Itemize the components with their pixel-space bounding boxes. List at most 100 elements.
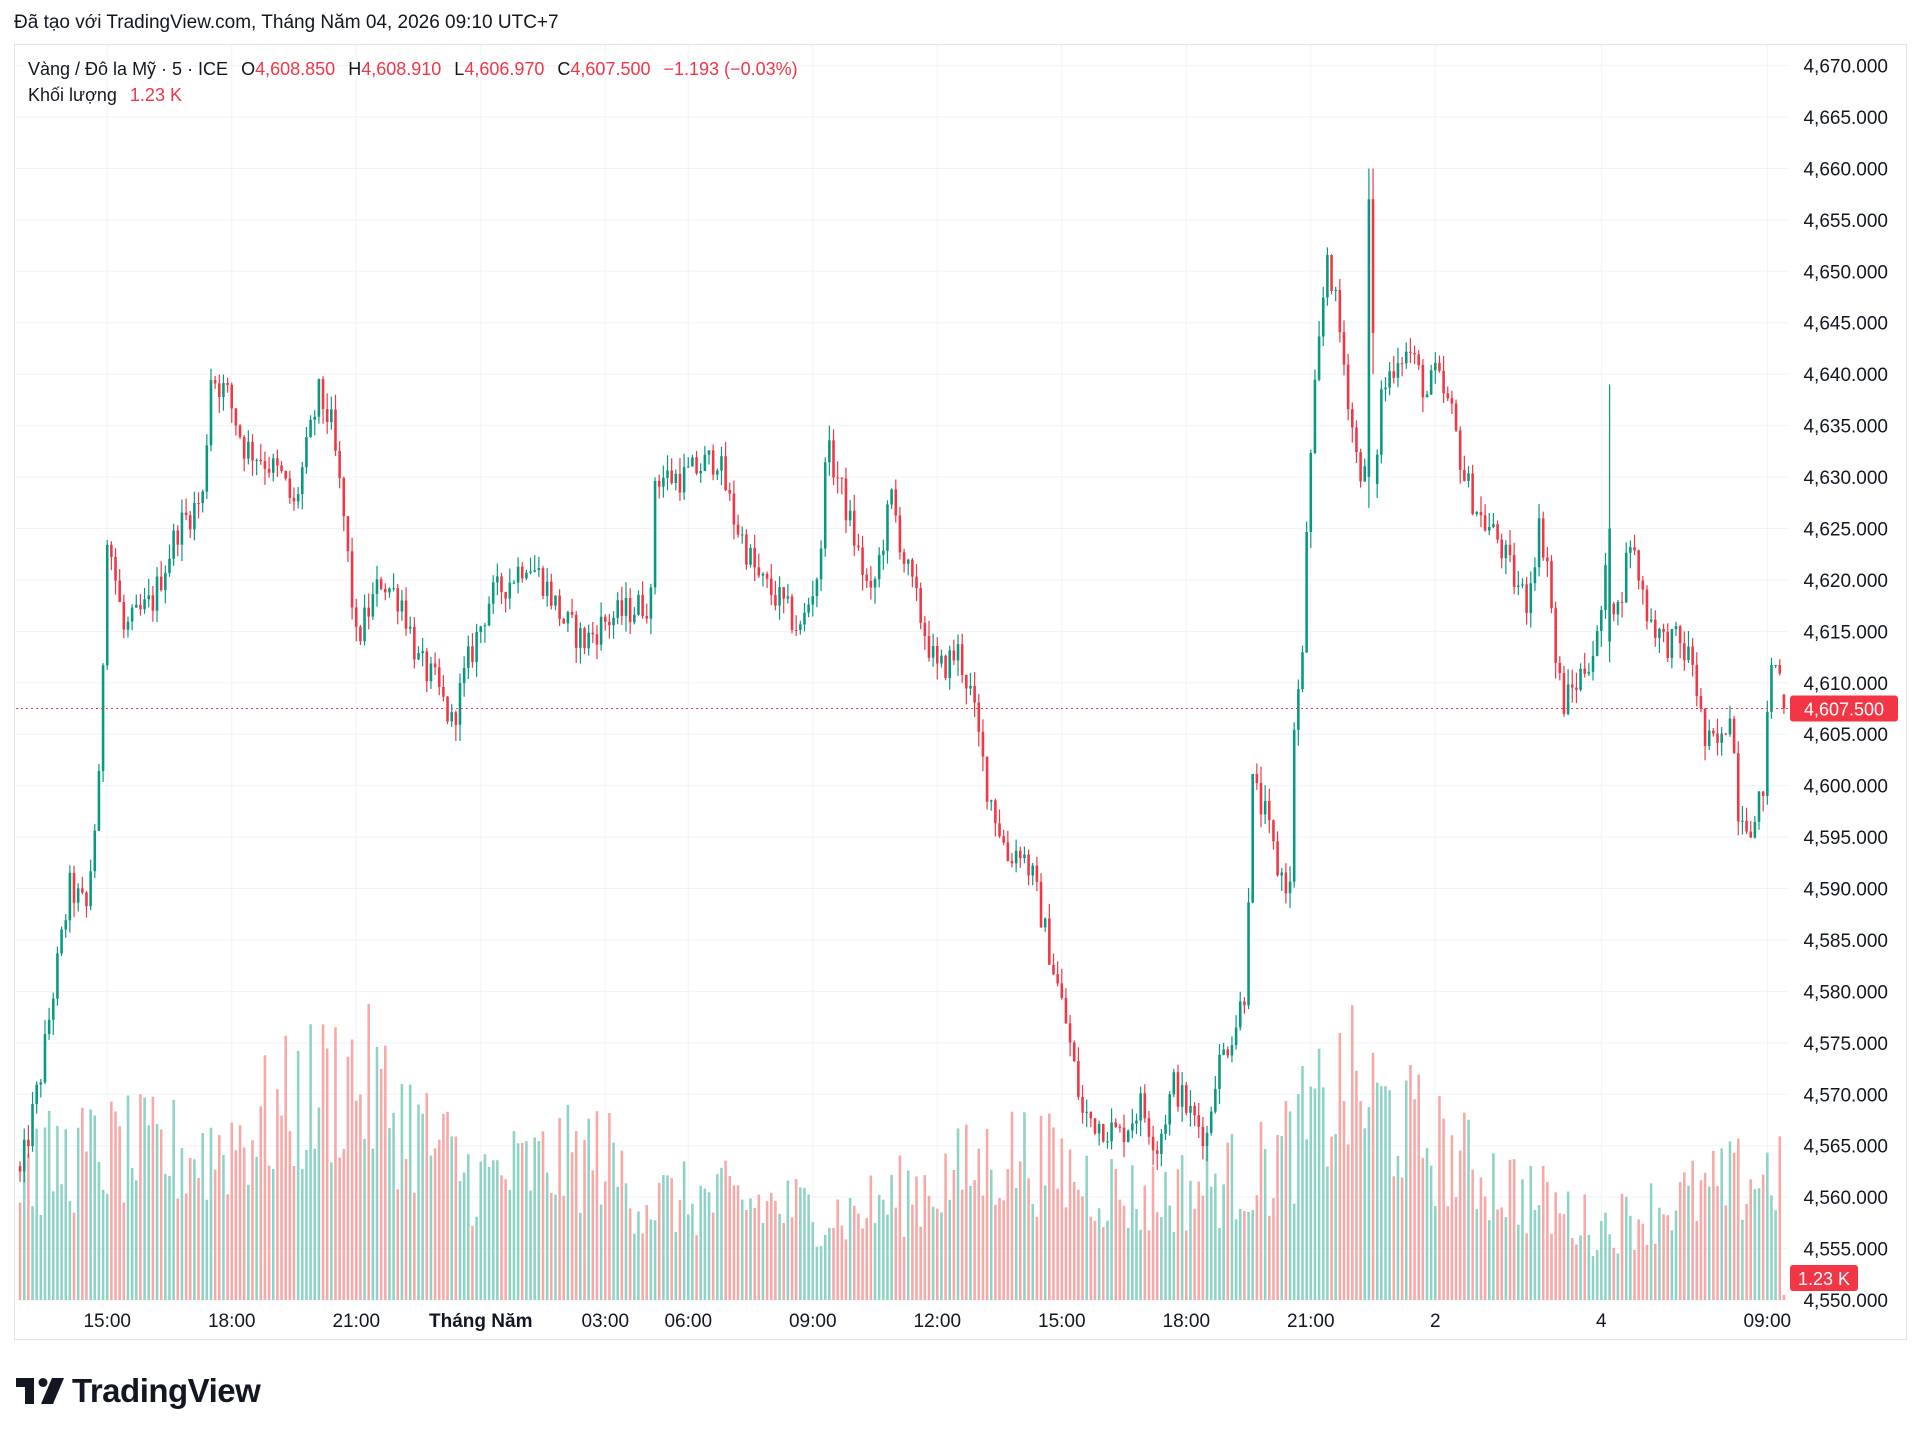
candle [1346,353,1350,421]
volume-bar [371,1148,375,1300]
candle-body [1126,1130,1130,1143]
volume-bar [1317,1048,1321,1300]
candle [550,573,553,610]
candle [541,565,545,600]
candle [139,594,142,616]
candle [317,378,321,424]
candle [1413,345,1416,365]
volume-bar [467,1154,470,1300]
volume-bar [1587,1234,1591,1300]
candle-body [105,544,109,666]
candle [1313,369,1317,455]
candle-body [247,441,250,459]
candle [226,377,229,393]
candle [1649,608,1653,624]
candle-body [384,588,387,593]
candle-body [1766,711,1769,796]
x-tick-label: 18:00 [1163,1311,1211,1332]
candle-body [238,425,242,437]
candle-body [500,576,503,593]
close-label: C [557,59,571,79]
candle-body [1280,872,1284,876]
candle [940,649,943,668]
candle [1172,1068,1176,1098]
volume-bar [778,1213,781,1300]
y-tick-label: 4,555.000 [1803,1240,1888,1261]
volume-bar [1031,1204,1035,1300]
candle [1558,656,1562,681]
candle-body [1218,1054,1221,1089]
candle [437,658,441,696]
volume-bars [18,1003,1786,1300]
volume-bar [1695,1221,1699,1300]
candle-body [707,450,711,455]
candle-body [168,558,171,573]
candle-body [1616,601,1620,615]
candle-body [155,576,159,611]
candle-body [334,409,337,451]
volume-bar [1496,1209,1499,1300]
volume-bar [1550,1233,1553,1300]
volume-bar [97,1161,101,1300]
candle-body [1064,997,1068,1024]
candle [1205,1125,1209,1162]
candle-body [1782,694,1786,709]
candle [350,537,354,620]
volume-bar [965,1124,968,1300]
candle [1093,1118,1097,1136]
candle [1541,511,1545,561]
candle [1404,342,1408,369]
candle-body [890,489,893,505]
candle [1367,168,1371,508]
candle-body [807,604,810,613]
volume-bar [172,1099,175,1300]
candle [657,474,661,499]
candle [1521,578,1524,589]
candle-body [330,409,333,423]
candle-body [491,582,495,604]
volume-bar [1770,1195,1773,1300]
candle-body [724,456,727,491]
volume-bar [832,1227,835,1300]
volume-bar [525,1141,528,1300]
volume-value: 1.23 K [129,85,182,105]
candle [1438,355,1441,373]
candle [832,429,835,486]
candle-body [969,685,972,689]
candle [110,541,113,571]
volume-bar [1168,1205,1171,1300]
candle [670,458,673,485]
volume-bar [1699,1180,1703,1300]
candle [691,454,694,467]
candle-body [869,580,873,588]
candle-body [188,515,192,530]
tradingview-logo[interactable]: TradingView [16,1372,261,1410]
x-tick-label: 09:00 [789,1311,837,1332]
candle-body [1529,583,1533,613]
candle-body [525,572,528,579]
candle [1595,625,1599,657]
volume-bar [1554,1192,1557,1300]
candle [1487,512,1491,536]
volume-bar [736,1185,740,1300]
volume-bar [1620,1193,1624,1300]
volume-bar [1753,1189,1757,1300]
volume-bar [823,1234,827,1300]
volume-bar [450,1136,453,1300]
volume-bar [977,1148,981,1300]
volume-bar [628,1208,632,1300]
candle-body [1537,518,1541,568]
volume-bar [234,1150,238,1300]
candle [1512,542,1516,595]
candle [408,616,412,634]
candle-body [89,871,92,907]
candle-body [18,1166,22,1172]
x-tick-label: 4 [1596,1311,1607,1332]
candle-body [1131,1123,1134,1131]
candle [745,529,748,570]
volume-bar [944,1153,947,1300]
candlesticks [18,168,1786,1183]
candle-body [234,408,238,426]
change-value: −1.193 (−0.03%) [663,59,798,79]
